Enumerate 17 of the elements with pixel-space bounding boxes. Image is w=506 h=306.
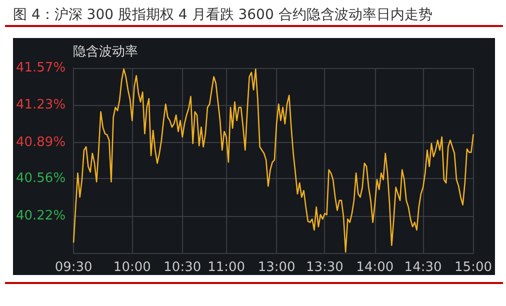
- x-tick-label: 15:00: [454, 260, 492, 275]
- x-tick-label: 09:30: [54, 260, 92, 275]
- x-tick-label: 11:00: [208, 260, 246, 275]
- x-tick-label: 14:00: [356, 260, 394, 275]
- y-tick-label: 40.89%: [16, 134, 66, 150]
- y-tick-label: 41.23%: [16, 98, 66, 113]
- x-tick-label: 10:30: [164, 260, 202, 275]
- line-series: [72, 68, 474, 253]
- x-tick-label: 13:00: [258, 260, 296, 275]
- y-tick-label: 40.56%: [16, 171, 66, 186]
- series-label: 隐含波动率: [73, 44, 138, 60]
- y-tick-label: 41.57%: [16, 60, 66, 76]
- x-tick-label: 14:30: [404, 260, 442, 275]
- chart-title: 图 4：沪深 300 股指期权 4 月看跌 3600 合约隐含波动率日内走势: [5, 6, 503, 27]
- x-tick-label: 13:30: [306, 260, 344, 275]
- x-tick-label: 10:00: [113, 260, 151, 275]
- y-tick-label: 40.22%: [16, 208, 66, 224]
